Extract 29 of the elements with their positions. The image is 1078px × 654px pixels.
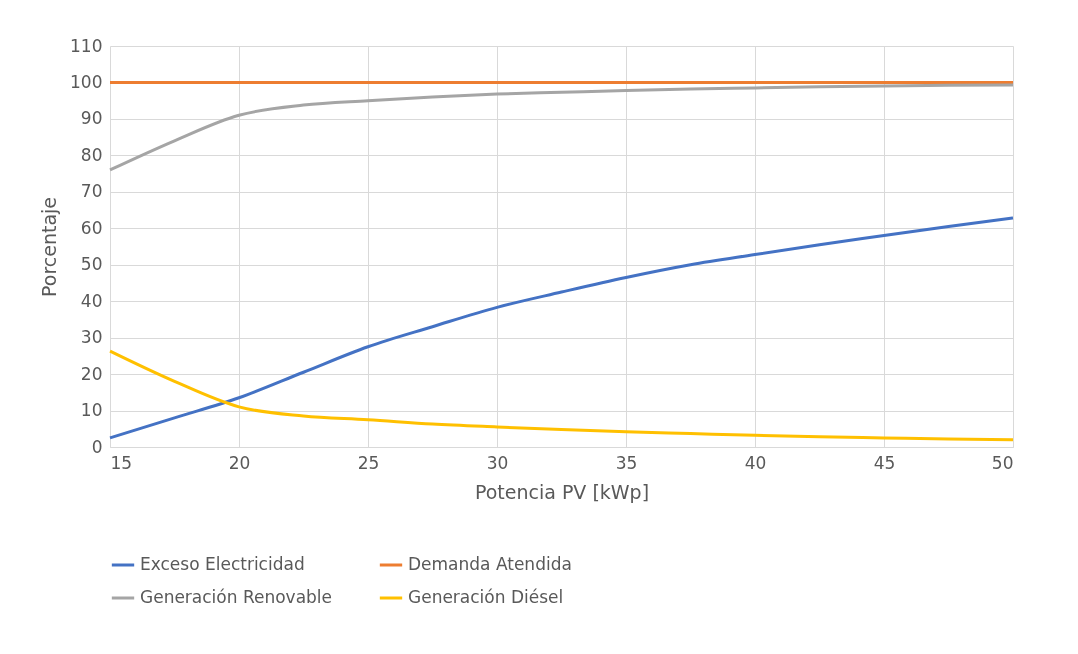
y-tick-label: 20 [80,363,103,384]
x-tick-label: 50 [991,452,1014,473]
y-tick-label: 30 [80,327,103,348]
y-tick-label: 100 [70,71,103,92]
line-series [108,349,1015,442]
legend-label: Demanda Atendida [408,554,572,574]
x-tick-label: 15 [110,452,133,473]
y-tick-label: 110 [70,35,103,56]
x-axis-title: Potencia PV [kWp] [474,480,650,503]
x-tick-label: 35 [615,452,638,473]
line-series [108,216,1015,440]
y-tick-label: 10 [80,400,103,421]
y-tick-label: 90 [80,108,103,129]
x-tick-label: 45 [873,452,896,473]
legend-label: Exceso Electricidad [140,554,305,574]
legend-label: Generación Diésel [408,587,564,607]
y-tick-label: 80 [80,144,103,165]
y-tick-label: 0 [91,436,103,457]
line-series [108,83,1015,172]
x-tick-label: 40 [744,452,767,473]
x-tick-label: 20 [228,452,251,473]
y-tick-label: 40 [80,290,103,311]
y-tick-label: 70 [80,181,103,202]
y-tick-label: 50 [80,254,103,275]
y-axis-title: Porcentaje [38,196,61,298]
legend-label: Generación Renovable [140,587,333,607]
x-tick-label: 30 [486,452,509,473]
x-tick-label: 25 [357,452,380,473]
y-tick-label: 60 [80,217,103,238]
